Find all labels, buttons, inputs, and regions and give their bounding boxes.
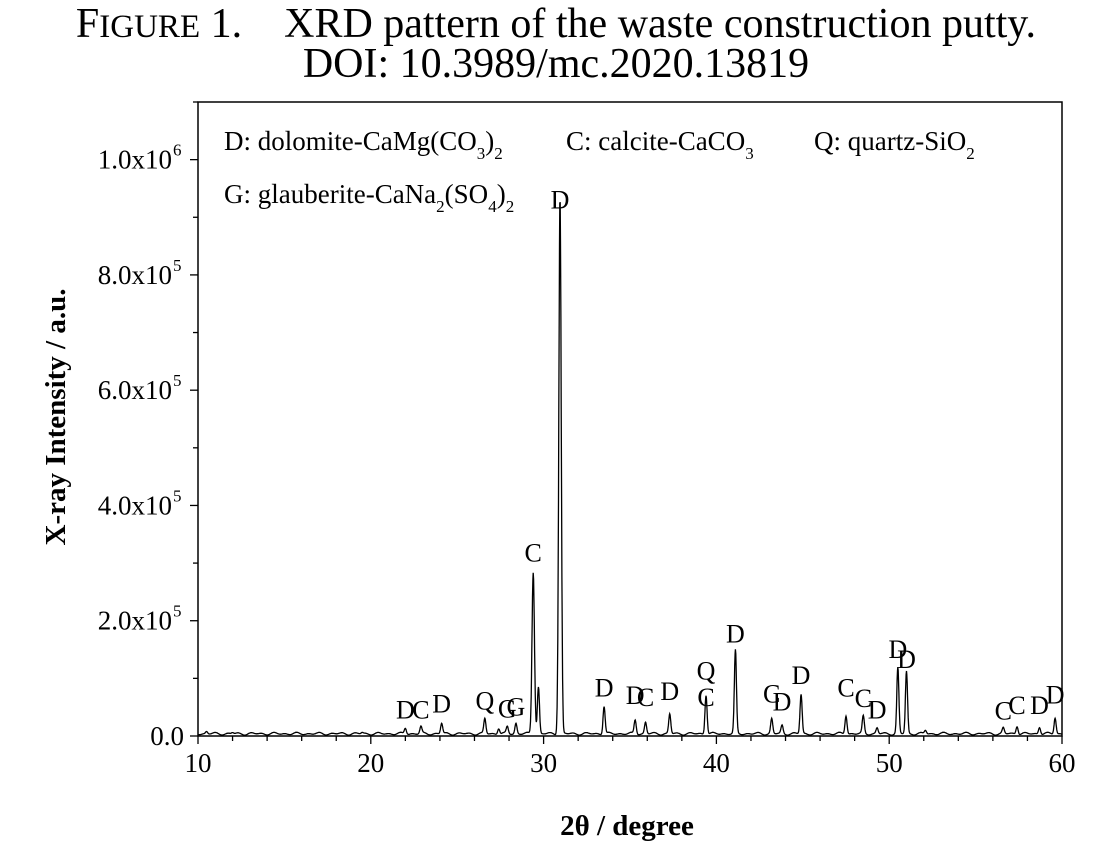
peak-label: C	[995, 697, 1012, 726]
y-tick-label: 2.0x10	[98, 606, 172, 636]
peak-label: D	[726, 619, 745, 648]
peak-label: C	[855, 684, 872, 713]
legend: D: dolomite-CaMg(CO3)2 C: calcite-CaCO3 Q:…	[224, 126, 975, 216]
peak-label: C	[697, 683, 714, 712]
peak-label: D	[897, 645, 916, 674]
peak-label: D	[595, 674, 614, 703]
peak-label: D	[396, 695, 415, 724]
peak-label: D	[660, 677, 679, 706]
x-tick-label: 10	[185, 748, 212, 778]
peak-label: D	[432, 690, 451, 719]
y-tick-label: 6.0x10	[98, 375, 172, 405]
legend-entry: G: glauberite-CaNa2(SO4)2	[224, 179, 514, 216]
peak-label: G	[507, 693, 526, 722]
y-axis-label: X-ray Intensity / a.u.	[40, 289, 72, 546]
y-tick-exponent: 5	[173, 371, 182, 390]
y-tick-label: 1.0x10	[98, 145, 172, 175]
y-tick-label: 0.0	[150, 721, 184, 751]
peak-label: D	[773, 687, 792, 716]
y-tick-exponent: 5	[173, 602, 182, 621]
peak-label: D	[1030, 691, 1049, 720]
x-tick-label: 50	[876, 748, 903, 778]
peak-label: C	[412, 695, 429, 724]
y-axis: 0.02.0x10 54.0x10 56.0x10 58.0x10 51.0x10 6	[98, 101, 198, 751]
peak-label: C	[525, 539, 542, 568]
x-axis-label: 2θ / degree	[560, 810, 694, 842]
figure-doi: DOI: 10.3989/mc.2020.13819	[302, 41, 810, 87]
figure-caption-text: XRD pattern of the waste construction pu…	[284, 1, 1037, 47]
x-tick-label: 20	[357, 748, 384, 778]
y-tick-exponent: 5	[173, 486, 182, 505]
legend-entry: D: dolomite-CaMg(CO3)2	[224, 126, 503, 163]
plot-border	[197, 101, 1063, 737]
peak-label: D	[888, 635, 907, 664]
peak-label: Q	[475, 686, 494, 715]
figure-label-number: 1.	[210, 1, 243, 47]
peak-label: D	[868, 695, 887, 724]
legend-entry: C: calcite-CaCO3	[566, 126, 754, 163]
figure-label-rest: IGURE	[99, 9, 201, 45]
y-tick-label: 8.0x10	[98, 260, 172, 290]
x-tick-label: 40	[703, 748, 730, 778]
y-tick-exponent: 6	[173, 141, 182, 160]
peak-label: D	[626, 681, 645, 710]
peak-label: G	[498, 694, 517, 723]
figure-label-initial: F	[75, 1, 100, 47]
plot-frame	[197, 101, 1063, 737]
figure-caption-line-1: FIGURE 1. XRD pattern of the waste const…	[0, 2, 1112, 49]
peak-label: D	[792, 661, 811, 690]
peak-label: C	[763, 679, 780, 708]
xrd-pattern-line	[197, 201, 1063, 736]
peak-label: D	[551, 185, 570, 214]
peak-label: C	[1008, 691, 1025, 720]
legend-entry: Q: quartz-SiO2	[814, 126, 975, 163]
peak-label: Q	[697, 656, 716, 685]
x-axis: 10 20 30 40 50 60	[185, 736, 1076, 778]
y-tick-label: 4.0x10	[98, 490, 172, 520]
y-tick-exponent: 5	[173, 256, 182, 275]
peak-label: C	[837, 674, 854, 703]
x-tick-label: 30	[530, 748, 557, 778]
peak-label: D	[1046, 680, 1065, 709]
peak-label: C	[637, 683, 654, 712]
x-tick-label: 60	[1049, 748, 1076, 778]
